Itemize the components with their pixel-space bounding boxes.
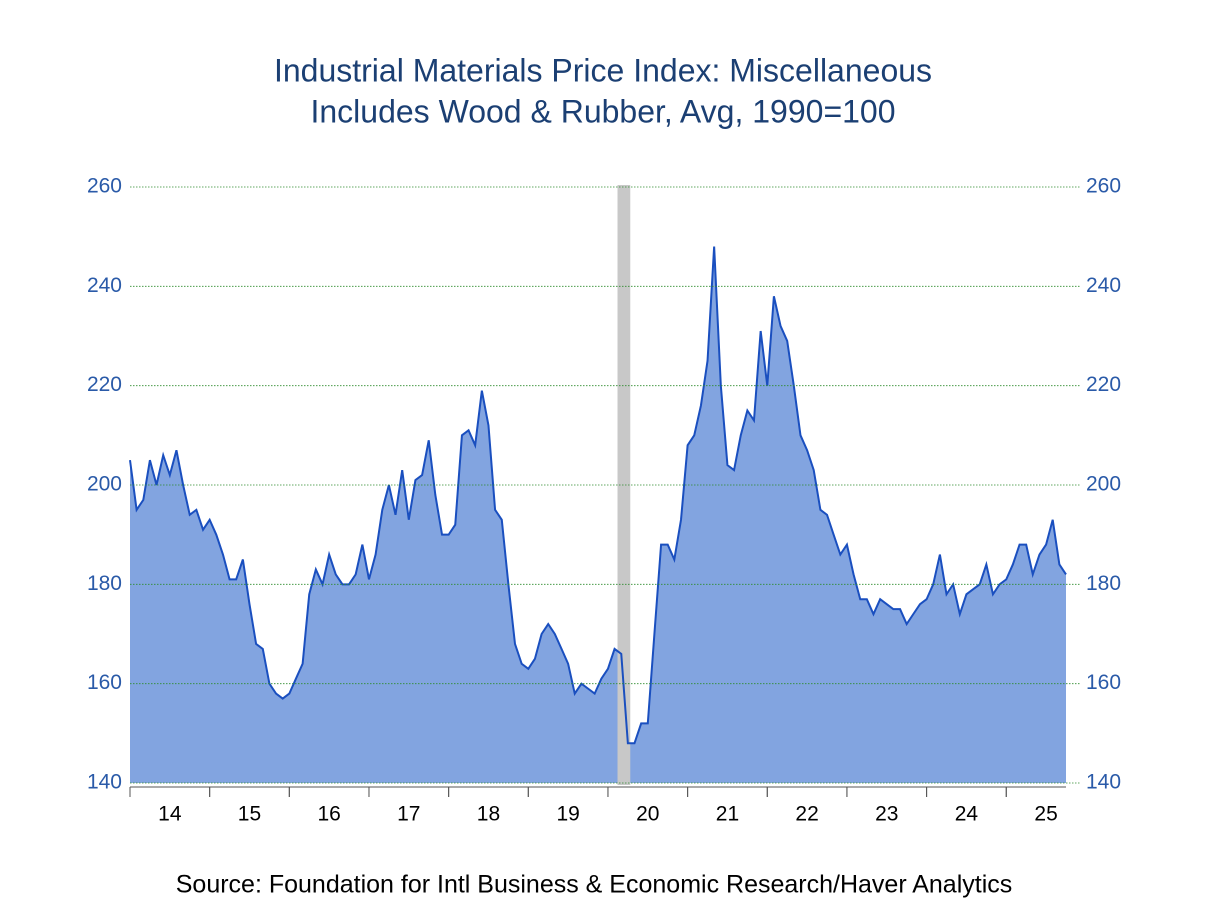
chart-title: Industrial Materials Price Index: Miscel… bbox=[274, 52, 932, 88]
y2-tick-label: 260 bbox=[1086, 175, 1121, 198]
x-tick-label: 19 bbox=[556, 803, 579, 826]
x-tick-label: 25 bbox=[1034, 803, 1057, 826]
y2-tick-label: 180 bbox=[1086, 572, 1121, 595]
y-tick-label: 160 bbox=[87, 671, 122, 694]
y-tick-label: 140 bbox=[87, 771, 122, 794]
x-tick-label: 20 bbox=[636, 803, 659, 826]
y-tick-label: 200 bbox=[87, 473, 122, 496]
area bbox=[130, 246, 1066, 784]
x-tick-label: 16 bbox=[317, 803, 340, 826]
y-tick-label: 240 bbox=[87, 274, 122, 297]
x-tick-label: 17 bbox=[397, 803, 420, 826]
line bbox=[129, 246, 1067, 745]
y-tick-label: 260 bbox=[87, 175, 122, 198]
x-tick-label: 18 bbox=[477, 803, 500, 826]
chart-subtitle: Includes Wood & Rubber, Avg, 1990=100 bbox=[310, 93, 895, 129]
y2-tick-label: 240 bbox=[1086, 274, 1121, 297]
x-tick-label: 23 bbox=[875, 803, 898, 826]
x-tick-label: 15 bbox=[238, 803, 261, 826]
y2-tick-label: 220 bbox=[1086, 373, 1121, 396]
x-tick-label: 14 bbox=[158, 803, 182, 826]
y-tick-label: 220 bbox=[87, 373, 122, 396]
x-tick-label: 21 bbox=[716, 803, 739, 826]
y2-tick-label: 140 bbox=[1086, 771, 1121, 794]
y-tick-label: 180 bbox=[87, 572, 122, 595]
y2-tick-label: 160 bbox=[1086, 671, 1121, 694]
y2-tick-label: 200 bbox=[1086, 473, 1121, 496]
source-note: Source: Foundation for Intl Business & E… bbox=[176, 871, 1013, 899]
x-tick-label: 24 bbox=[955, 803, 979, 826]
x-tick-label: 22 bbox=[795, 803, 818, 826]
recession-band bbox=[617, 185, 631, 785]
